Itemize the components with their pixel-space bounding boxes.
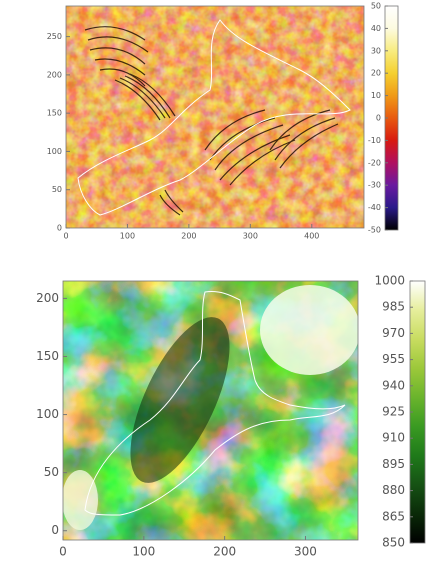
colorbar-tick-label: 925	[382, 405, 405, 419]
colorbar-tick-label: 0	[376, 114, 381, 123]
x-tick-label: 400	[304, 232, 319, 241]
colorbar-tick-label: -20	[368, 158, 381, 167]
colorbar-tick-label: 1000	[374, 274, 405, 288]
colorbar-tick-label: 880	[382, 483, 405, 497]
x-tick-label: 100	[120, 232, 135, 241]
x-tick-label: 0	[63, 232, 68, 241]
y-tick-label: 250	[47, 32, 62, 41]
colorbar-tick-label: 970	[382, 326, 405, 340]
colorbar-tick-label: 40	[371, 24, 381, 33]
intensity-image	[63, 281, 358, 540]
colorbar-tick-label: 30	[371, 46, 381, 55]
colorbar-tick-label: 20	[371, 69, 381, 78]
colorbar-tick-label: -30	[368, 181, 381, 190]
plot-frame	[65, 5, 365, 229]
y-tick-label: 50	[44, 465, 59, 479]
colorbar-tick-label: -10	[368, 136, 381, 145]
colorbar-tick-label: 985	[382, 300, 405, 314]
colorbar-tick-label: 865	[382, 509, 405, 523]
x-tick-label: 300	[294, 545, 317, 559]
colorbar-tick-label: 50	[371, 2, 381, 11]
x-tick-label: 100	[132, 545, 155, 559]
x-tick-label: 200	[181, 232, 196, 241]
y-tick-label: 50	[52, 185, 62, 194]
y-tick-label: 100	[36, 407, 59, 421]
magnetogram-image	[66, 6, 364, 228]
y-tick-label: 200	[47, 70, 62, 79]
x-tick-label: 0	[59, 545, 67, 559]
colorbar-tick-label: -40	[368, 203, 381, 212]
x-tick-label: 200	[213, 545, 236, 559]
colorbar-tick-label: 10	[371, 91, 381, 100]
y-tick-label: 0	[51, 523, 59, 537]
colorbar-tick-label: 850	[382, 536, 405, 550]
y-tick-label: 150	[47, 109, 62, 118]
y-tick-label: 150	[36, 349, 59, 363]
y-tick-label: 100	[47, 147, 62, 156]
x-tick-label: 300	[243, 232, 258, 241]
panel: 0 100 200 300 400050100150200250-50-40-30-20…	[47, 2, 399, 241]
y-tick-label: 0	[57, 224, 62, 233]
colorbar-tick-label: 910	[382, 431, 405, 445]
colorbar-tick-label: 895	[382, 457, 405, 471]
panel: 0 100 200 300 0 50 100 150 200 850 865 880 895 910 925…	[36, 274, 426, 559]
colorbar-tick-label: -50	[368, 226, 381, 235]
colorbar-tick-label: 955	[382, 352, 405, 366]
y-tick-label: 200	[36, 291, 59, 305]
plot-frame	[62, 280, 359, 541]
colorbar-tick-label: 940	[382, 378, 405, 392]
